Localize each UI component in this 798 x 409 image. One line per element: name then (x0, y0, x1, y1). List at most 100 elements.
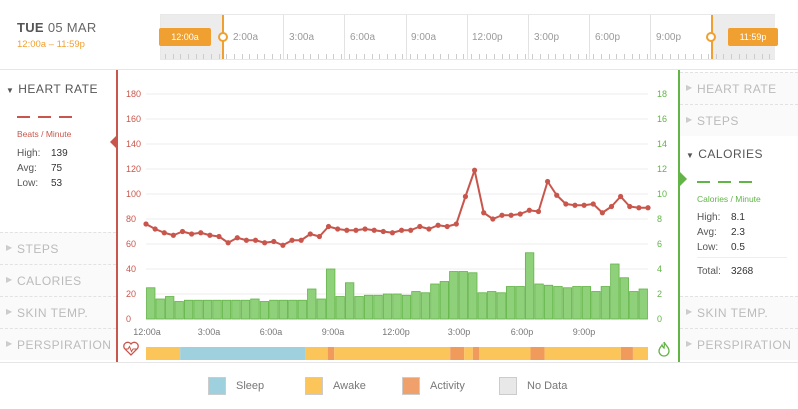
heart-rate-section-header[interactable]: ▼ HEART RATE (6, 82, 98, 96)
section-label: SKIN TEMP. (697, 306, 769, 320)
hr-high-value: 139 (51, 148, 68, 159)
left-steps-section[interactable]: ▶ STEPS (0, 232, 116, 264)
timeline-minor-tick (570, 54, 572, 59)
calories-bar (534, 283, 544, 320)
heart-rate-point (408, 227, 414, 233)
calories-bar (553, 286, 563, 320)
timeline-minor-tick (249, 54, 251, 59)
calories-bar (382, 293, 393, 320)
left-axis-tick-label: 20 (126, 289, 136, 299)
calories-bar (354, 296, 364, 320)
timeline-minor-tick (646, 54, 648, 59)
right-metric-panel: ▶ HEART RATE ▶ STEPS ▼ CALORIES Calories… (680, 70, 798, 362)
heart-rate-point (453, 221, 459, 227)
caret-right-icon: ▶ (686, 307, 693, 316)
x-axis-tick-label: 6:00p (511, 327, 534, 337)
calories-bar (515, 286, 525, 320)
heart-rate-active-marker (110, 135, 117, 149)
legend-dash (17, 116, 30, 118)
heart-rate-point (599, 210, 605, 216)
left-metric-panel: ▼ HEART RATE Beats / Minute High: 139 Av… (0, 70, 116, 362)
calories-bar (288, 299, 298, 320)
timeline-minor-tick (310, 54, 312, 59)
left-axis-tick-label: 40 (126, 264, 136, 274)
timeline-minor-tick (463, 54, 465, 59)
left-axis-tick-label: 0 (126, 314, 131, 324)
cal-total-value: 3268 (731, 266, 754, 277)
timeline-minor-tick (226, 54, 228, 59)
calories-bar (610, 263, 620, 320)
calories-bar (155, 298, 165, 320)
caret-right-icon: ▶ (686, 115, 693, 124)
calories-section-header[interactable]: ▼ CALORIES (686, 147, 763, 161)
legend-dash (59, 116, 72, 118)
timeline-minor-tick (432, 54, 434, 59)
flame-icon (658, 341, 670, 357)
calories-bar (212, 299, 222, 320)
timeline-minor-tick (509, 54, 511, 59)
right-steps-section[interactable]: ▶ STEPS (680, 104, 798, 136)
right-axis-tick-label: 16 (657, 114, 667, 124)
right-axis-tick-label: 18 (657, 89, 667, 99)
heart-rate-point (307, 231, 313, 237)
calories-bar (373, 294, 383, 320)
heart-rate-calories-chart[interactable]: 0 20 40 60 80 100 120 140 160 180 0 2 4 6 8 10 12 14 16 18… (116, 70, 680, 362)
heart-rate-point (143, 221, 149, 227)
left-skin-temp-section[interactable]: ▶ SKIN TEMP. (0, 296, 116, 328)
right-perspiration-section[interactable]: ▶ PERSPIRATION (680, 328, 798, 360)
timeline-minor-tick (448, 54, 450, 59)
legend-dash (718, 181, 731, 183)
timeline-minor-tick (493, 54, 495, 59)
heart-rate-point (545, 178, 551, 185)
timeline-scrubber[interactable]: 2:00a 3:00a 6:00a 9:00a 12:00p 3:00p 6:0… (159, 14, 778, 60)
section-label: STEPS (17, 242, 59, 256)
timeline-minor-tick (386, 54, 388, 59)
heart-rate-point (170, 232, 176, 238)
right-axis-ticks: 0 2 4 6 8 10 12 14 16 18 (657, 89, 667, 324)
cal-avg-label: Avg: (697, 227, 717, 238)
heart-rate-point (179, 228, 186, 235)
range-end-handle[interactable] (706, 32, 716, 42)
timeline-minor-tick (738, 54, 740, 59)
calories-bar (259, 301, 270, 320)
right-skin-temp-section[interactable]: ▶ SKIN TEMP. (680, 296, 798, 328)
timeline-tick (283, 15, 284, 59)
timeline-minor-tick (516, 54, 518, 59)
timeline-minor-tick (723, 54, 725, 59)
right-heart-rate-section[interactable]: ▶ HEART RATE (680, 72, 798, 104)
activity-legend: Sleep Awake Activity No Data (0, 362, 798, 409)
caret-right-icon: ▶ (686, 83, 693, 92)
date-time-range: 12:00a – 11:59p (17, 39, 85, 50)
timeline-minor-tick (731, 54, 733, 59)
heart-rate-point (462, 193, 469, 200)
range-end-tag[interactable]: 11:59p (728, 28, 778, 46)
calories-bar (326, 268, 336, 320)
range-start-handle[interactable] (218, 32, 228, 42)
calories-bars (146, 252, 648, 320)
activity-segment-awake (146, 347, 181, 360)
range-start-tag[interactable]: 12:00a (159, 28, 211, 46)
calories-bar (183, 299, 194, 320)
calories-bar (297, 299, 307, 320)
heart-rate-point (417, 223, 423, 230)
calories-bar (581, 286, 592, 320)
timeline-minor-tick (585, 54, 587, 59)
calories-bar (392, 293, 402, 320)
x-axis-tick-label: 6:00a (260, 327, 283, 337)
activity-state-bar (146, 347, 648, 360)
left-calories-section[interactable]: ▶ CALORIES (0, 264, 116, 296)
calories-bar (269, 299, 279, 320)
left-axis-tick-label: 60 (126, 239, 136, 249)
heart-rate-point (608, 203, 615, 210)
hr-low-value: 53 (51, 178, 63, 189)
calories-bar (477, 292, 487, 320)
heart-rate-point (636, 205, 642, 211)
left-perspiration-section[interactable]: ▶ PERSPIRATION (0, 328, 116, 360)
activity-segment-activity (472, 347, 480, 360)
x-axis-tick-label: 12:00a (133, 327, 161, 337)
section-label: HEART RATE (697, 82, 777, 96)
timeline-minor-tick (409, 54, 411, 59)
right-axis-tick-label: 8 (657, 214, 662, 224)
timeline-minor-tick (394, 54, 396, 59)
x-axis-tick-label: 9:00p (573, 327, 596, 337)
